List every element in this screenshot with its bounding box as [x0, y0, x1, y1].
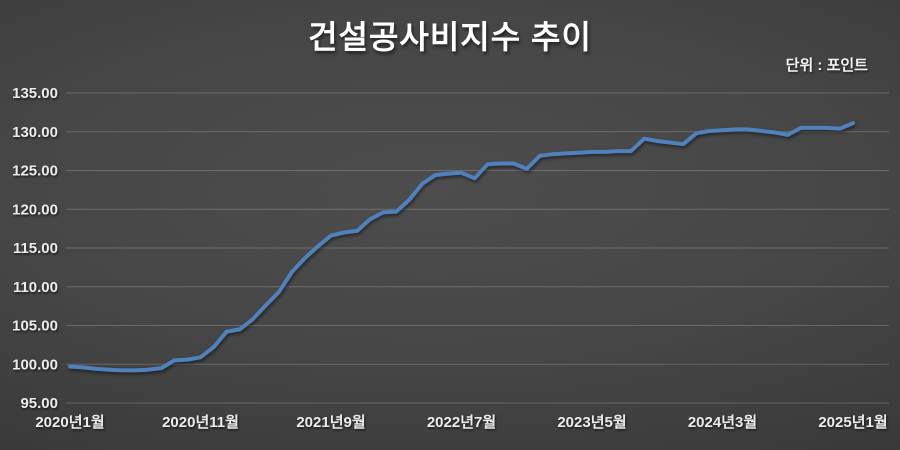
- y-axis-tick-label: 135.00: [12, 85, 58, 102]
- y-axis-tick-label: 100.00: [12, 356, 58, 373]
- x-axis-tick-label: 2020년11월: [162, 414, 239, 431]
- y-axis-tick-label: 130.00: [12, 124, 58, 141]
- x-axis-tick-label: 2024년3월: [688, 414, 757, 431]
- chart-title: 건설공사비지수 추이: [308, 19, 592, 55]
- y-axis-tick-label: 120.00: [12, 201, 58, 218]
- y-axis-tick-label: 110.00: [13, 279, 58, 296]
- x-axis-tick-label: 2022년7월: [427, 414, 496, 431]
- data-series-line: [68, 121, 855, 373]
- x-axis-tick-label: 2023년5월: [557, 414, 626, 431]
- y-axis-tick-label: 95.00: [20, 395, 58, 412]
- y-axis-tick-label: 125.00: [12, 163, 58, 180]
- y-axis-tick-label: 105.00: [12, 318, 58, 335]
- unit-label: 단위 : 포인트: [785, 57, 868, 74]
- x-axis-tick-label: 2021년9월: [296, 414, 365, 431]
- x-axis-tick-label: 2025년1월: [818, 414, 887, 431]
- y-axis-tick-label: 115.00: [13, 240, 58, 257]
- x-axis-tick-label: 2020년1월: [35, 414, 104, 431]
